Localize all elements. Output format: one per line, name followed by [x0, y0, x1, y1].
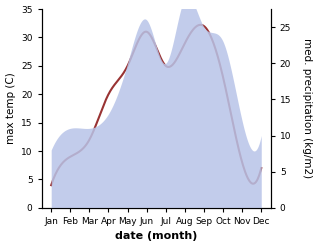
X-axis label: date (month): date (month): [115, 231, 197, 242]
Y-axis label: max temp (C): max temp (C): [5, 73, 16, 144]
Y-axis label: med. precipitation (kg/m2): med. precipitation (kg/m2): [302, 38, 313, 179]
